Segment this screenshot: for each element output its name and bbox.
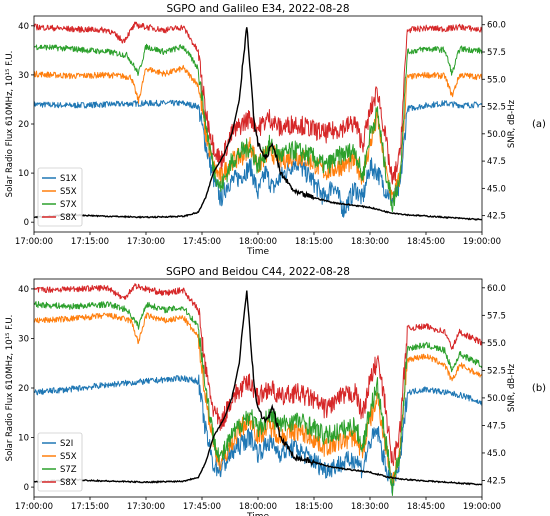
plot-frame: [33, 278, 483, 498]
x-tick-label: 18:45:00: [407, 237, 445, 247]
y2-axis-label: SNR, dB-Hz: [507, 99, 517, 148]
x-tick-label: 17:45:00: [183, 237, 221, 247]
panel-a: SGPO and Galileo E34, 2022-08-28 17:00:00…: [5, 3, 546, 257]
x-tick-label: 17:00:00: [15, 502, 53, 512]
x-tick-label: 18:15:00: [295, 502, 333, 512]
series-line-s7z: [34, 301, 482, 496]
y2-tick-label: 60.0: [487, 21, 506, 31]
series-line-s7x: [34, 43, 482, 213]
y-axis-label: Solar Radio Flux 610MHz, 10¹⁵ F.U.: [5, 51, 15, 198]
x-tick-label: 19:00:00: [463, 237, 501, 247]
y2-tick-label: 52.5: [487, 366, 506, 376]
x-tick-label: 17:00:00: [15, 237, 53, 247]
y-tick-label: 30: [18, 71, 29, 81]
y-tick-label: 10: [18, 434, 29, 444]
series-line-s5x: [34, 312, 482, 484]
plot-frame: [33, 15, 483, 233]
y-tick-label: 10: [18, 169, 29, 179]
y2-tick-label: 45.0: [487, 184, 506, 194]
x-tick-label: 17:15:00: [71, 502, 109, 512]
x-tick-label: 19:00:00: [463, 502, 501, 512]
y2-tick-label: 55.0: [487, 75, 506, 85]
series-line-s8x: [34, 283, 482, 467]
legend-label-s7z: S7Z: [60, 465, 77, 475]
x-tick-label: 18:15:00: [295, 237, 333, 247]
legend-label-s5x: S5X: [60, 452, 77, 462]
y2-tick-label: 42.5: [487, 212, 506, 222]
y2-tick-label: 47.5: [487, 421, 506, 431]
x-axis-label: Time: [246, 247, 269, 257]
y-tick-label: 40: [18, 22, 29, 32]
x-tick-label: 18:45:00: [407, 502, 445, 512]
panel-label: (a): [532, 119, 546, 130]
series-line-s1x: [34, 99, 482, 218]
series-line-s2i: [34, 374, 482, 495]
y2-axis-label: SNR, dB-Hz: [507, 363, 517, 412]
x-tick-label: 18:00:00: [239, 502, 277, 512]
y-tick-label: 0: [24, 483, 29, 493]
y-tick-label: 20: [18, 384, 29, 394]
legend-label-s8x: S8X: [60, 478, 77, 488]
legend-label-s8x: S8X: [60, 213, 77, 223]
legend: S1X S5X S7X S8X: [37, 167, 83, 227]
x-tick-label: 17:15:00: [71, 237, 109, 247]
y2-tick-label: 57.5: [487, 311, 506, 321]
y-tick-label: 30: [18, 334, 29, 344]
x-tick-label: 18:00:00: [239, 237, 277, 247]
legend-label-s5x: S5X: [60, 187, 77, 197]
y2-tick-label: 55.0: [487, 339, 506, 349]
y-axis-label: Solar Radio Flux 610MHz, 10¹⁵ F.U.: [5, 315, 15, 462]
legend: S2I S5X S7Z S8X: [37, 432, 83, 492]
series-line-s5x: [34, 64, 482, 203]
y2-tick-label: 50.0: [487, 130, 506, 140]
solar-flux-line: [34, 290, 482, 486]
y2-tick-label: 47.5: [487, 157, 506, 167]
legend-box: [37, 167, 83, 227]
series-line-s8x: [34, 21, 482, 185]
x-tick-label: 17:45:00: [183, 502, 221, 512]
y2-tick-label: 60.0: [487, 284, 506, 294]
x-axis-label: Time: [246, 512, 269, 516]
x-tick-label: 18:30:00: [351, 237, 389, 247]
legend-label-s1x: S1X: [60, 174, 77, 184]
panel-b: SGPO and Beidou C44, 2022-08-28 17:00:00 1…: [5, 266, 546, 516]
y2-tick-label: 57.5: [487, 48, 506, 58]
y2-tick-label: 50.0: [487, 394, 506, 404]
legend-box: [37, 432, 83, 492]
y2-tick-label: 45.0: [487, 449, 506, 459]
y-tick-label: 20: [18, 120, 29, 130]
x-tick-label: 17:30:00: [127, 237, 165, 247]
solar-flux-line: [34, 27, 482, 221]
legend-label-s7x: S7X: [60, 200, 77, 210]
chart-title: SGPO and Galileo E34, 2022-08-28: [166, 3, 349, 15]
legend-label-s2i: S2I: [60, 439, 73, 449]
x-tick-label: 18:30:00: [351, 502, 389, 512]
chart-title: SGPO and Beidou C44, 2022-08-28: [166, 266, 350, 278]
y-tick-label: 40: [18, 285, 29, 295]
y2-tick-label: 52.5: [487, 103, 506, 113]
y-tick-label: 0: [24, 218, 29, 228]
x-tick-label: 17:30:00: [127, 502, 165, 512]
panel-label: (b): [532, 383, 546, 394]
y2-tick-label: 42.5: [487, 476, 506, 486]
